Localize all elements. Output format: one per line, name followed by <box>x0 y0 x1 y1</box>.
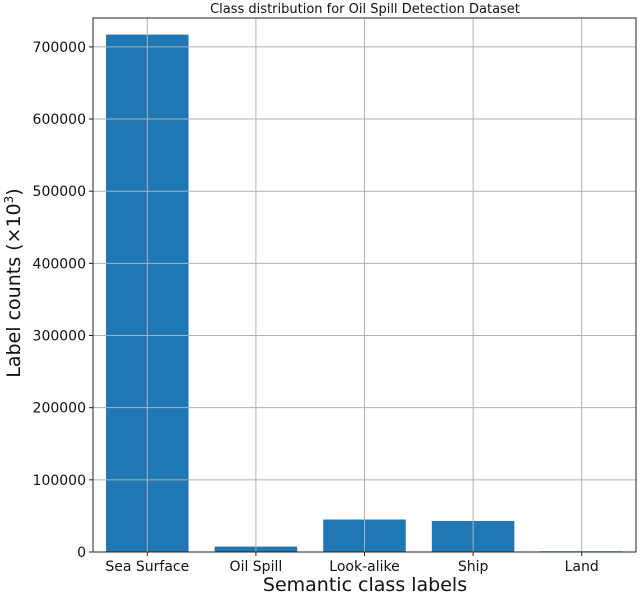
y-axis-label-superscript: 3 <box>2 196 16 204</box>
y-axis-label-main: Label counts (×10 <box>3 203 25 377</box>
y-tick-label: 500000 <box>33 184 86 200</box>
x-tick-label: Sea Surface <box>105 559 189 575</box>
y-tick-label: 400000 <box>33 256 86 272</box>
x-tick-label: Look-alike <box>329 559 399 575</box>
x-tick-label: Oil Spill <box>230 559 283 575</box>
x-tick-label: Land <box>565 559 599 575</box>
chart-title: Class distribution for Oil Spill Detecti… <box>210 2 520 17</box>
y-tick-label: 600000 <box>33 112 86 128</box>
y-tick-label: 100000 <box>33 473 86 489</box>
y-tick-label: 200000 <box>33 401 86 417</box>
y-tick-label: 0 <box>77 545 86 561</box>
x-axis-label: Semantic class labels <box>263 574 467 594</box>
y-tick-label: 700000 <box>33 40 86 56</box>
ticks: 0 100000 200000 300000 400000 500000 600000 700… <box>33 40 599 575</box>
y-axis-label: Label counts (×103) <box>2 188 25 377</box>
y-tick-label: 300000 <box>33 329 86 345</box>
y-axis-label-suffix: ) <box>3 188 25 195</box>
x-tick-label: Ship <box>458 559 489 575</box>
bars <box>106 34 623 553</box>
